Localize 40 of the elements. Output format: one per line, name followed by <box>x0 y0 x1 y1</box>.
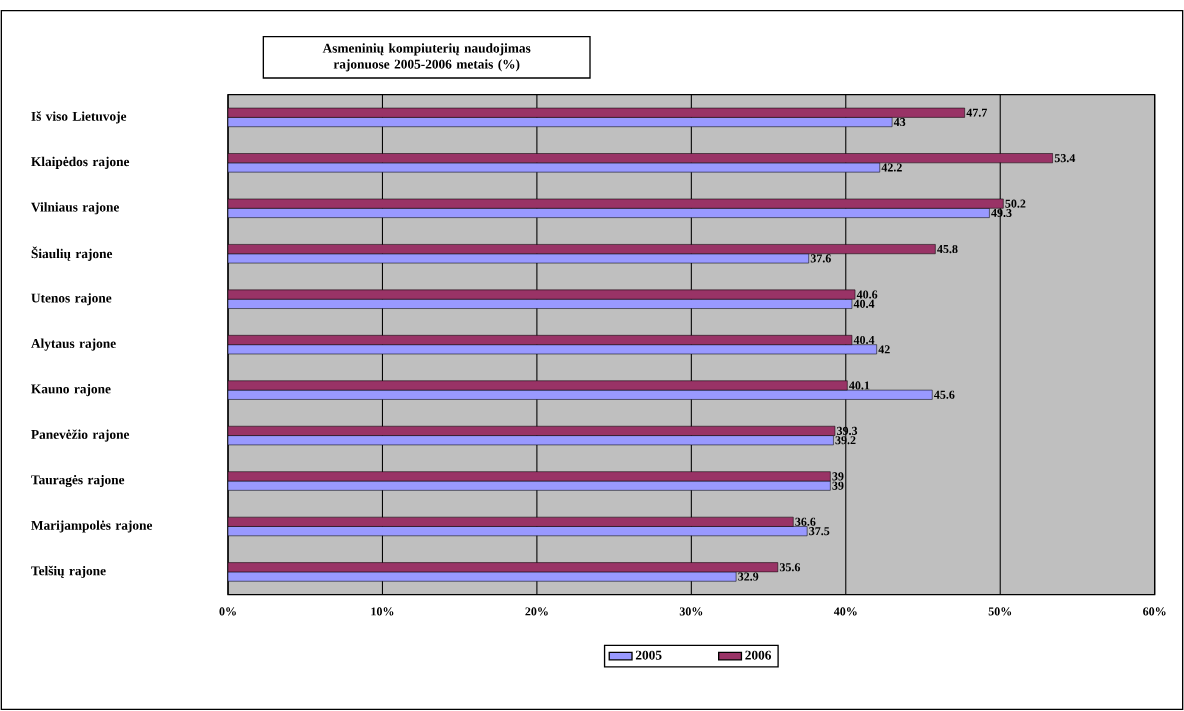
data-label: 40.4 <box>853 336 875 345</box>
y-tick-label: Panevėžio rajone <box>31 429 130 442</box>
x-tick-label: 10% <box>371 607 394 616</box>
y-tick-label: Utenos rajone <box>31 293 112 306</box>
y-tick-label: Kauno rajone <box>31 384 111 397</box>
data-label: 50.2 <box>1005 199 1026 208</box>
data-label: 37.6 <box>810 254 831 263</box>
data-label: 39 <box>832 472 844 481</box>
data-label: 47.7 <box>966 108 988 117</box>
chart-title: Asmeninių kompiuterių naudojimas rajonuose 2005-2006 metais (%) <box>322 43 531 72</box>
x-tick-label: 0% <box>219 607 236 616</box>
y-tick-label: Marijampolės rajone <box>31 520 153 533</box>
data-label: 43 <box>893 118 906 127</box>
y-tick-label: Telšių rajone <box>31 565 106 579</box>
data-label: 45.8 <box>937 245 958 254</box>
legend-label: 2006 <box>745 650 772 660</box>
y-tick-label: Vilniaus rajone <box>31 202 119 215</box>
data-label: 42.2 <box>881 163 902 172</box>
x-tick-label: 30% <box>679 607 703 616</box>
data-label: 40.6 <box>856 290 878 299</box>
data-label: 32.9 <box>738 572 759 581</box>
data-label: 37.5 <box>809 527 830 536</box>
data-label: 42 <box>878 345 890 354</box>
y-tick-label: Tauragės rajone <box>31 475 125 488</box>
y-tick-label: Klaipėdos rajone <box>31 156 130 170</box>
x-tick-label: 60% <box>1143 607 1166 616</box>
data-label: 36.6 <box>795 517 816 527</box>
x-tick-label: 50% <box>988 607 1012 616</box>
x-tick-label: 40% <box>833 607 857 616</box>
x-tick-label: 20% <box>525 607 548 616</box>
data-label: 35.6 <box>779 563 801 572</box>
data-label: 53.4 <box>1054 154 1076 163</box>
data-label: 39 <box>832 481 844 490</box>
legend-label: 2005 <box>635 650 662 660</box>
y-tick-label: Iš viso Lietuvoje <box>31 111 127 124</box>
data-label: 45.6 <box>934 390 955 400</box>
y-tick-label: Alytaus rajone <box>31 338 116 351</box>
data-label: 40.1 <box>849 381 870 390</box>
data-label: 40.4 <box>853 299 875 309</box>
y-tick-label: Šiaulių rajone <box>31 246 113 262</box>
